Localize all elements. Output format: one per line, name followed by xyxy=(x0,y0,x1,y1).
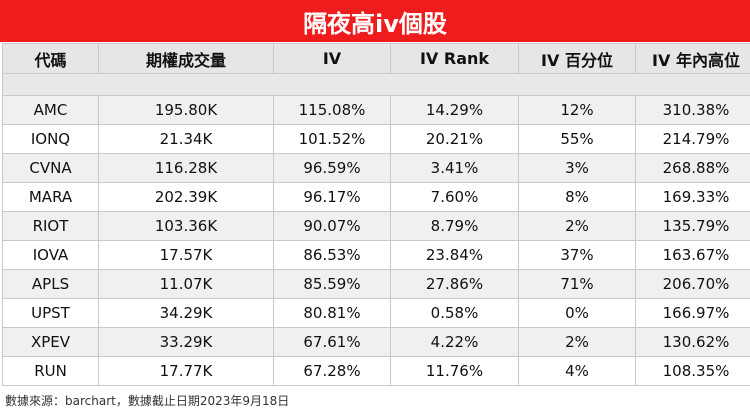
iv-year-high-cell: 268.88% xyxy=(635,153,750,183)
iv-percentile-cell: 2% xyxy=(518,327,636,357)
ticker-cell: AMC xyxy=(2,95,99,125)
option-volume-cell: 195.80K xyxy=(98,95,274,125)
column-header-option-volume: 期權成交量 xyxy=(98,43,274,74)
iv-percentile-cell: 8% xyxy=(518,182,636,212)
spacer-row xyxy=(2,73,750,96)
iv-rank-cell: 11.76% xyxy=(390,356,519,386)
ticker-cell: RIOT xyxy=(2,211,99,241)
iv-percentile-cell: 2% xyxy=(518,211,636,241)
iv-percentile-cell: 71% xyxy=(518,269,636,299)
iv-rank-cell: 4.22% xyxy=(390,327,519,357)
ticker-cell: IOVA xyxy=(2,240,99,270)
table-row: AMC 195.80K 115.08% 14.29% 12% 310.38% xyxy=(2,95,750,125)
column-header-iv-year-high: IV 年內高位 xyxy=(635,43,750,74)
ticker-cell: APLS xyxy=(2,269,99,299)
option-volume-cell: 103.36K xyxy=(98,211,274,241)
iv-cell: 96.59% xyxy=(273,153,391,183)
table-row: APLS 11.07K 85.59% 27.86% 71% 206.70% xyxy=(2,269,750,299)
table-row: RUN 17.77K 67.28% 11.76% 4% 108.35% xyxy=(2,356,750,386)
iv-cell: 96.17% xyxy=(273,182,391,212)
source-footnote: 數據來源：barchart，數據截止日期2023年9月18日 xyxy=(5,394,290,408)
iv-table: 代碼 期權成交量 IV IV Rank IV 百分位 IV 年內高位 AMC 19… xyxy=(2,43,750,386)
iv-rank-cell: 20.21% xyxy=(390,124,519,154)
ticker-cell: XPEV xyxy=(2,327,99,357)
iv-rank-cell: 23.84% xyxy=(390,240,519,270)
page-title: 隔夜高iv個股 xyxy=(0,0,750,42)
iv-percentile-cell: 37% xyxy=(518,240,636,270)
table-row: IOVA 17.57K 86.53% 23.84% 37% 163.67% xyxy=(2,240,750,270)
column-header-iv: IV xyxy=(273,43,391,74)
iv-year-high-cell: 130.62% xyxy=(635,327,750,357)
iv-cell: 67.28% xyxy=(273,356,391,386)
iv-cell: 90.07% xyxy=(273,211,391,241)
iv-year-high-cell: 135.79% xyxy=(635,211,750,241)
iv-cell: 101.52% xyxy=(273,124,391,154)
iv-year-high-cell: 214.79% xyxy=(635,124,750,154)
option-volume-cell: 17.57K xyxy=(98,240,274,270)
ticker-cell: MARA xyxy=(2,182,99,212)
iv-cell: 115.08% xyxy=(273,95,391,125)
iv-year-high-cell: 108.35% xyxy=(635,356,750,386)
spacer-cell xyxy=(2,73,750,96)
ticker-cell: IONQ xyxy=(2,124,99,154)
ticker-cell: UPST xyxy=(2,298,99,328)
table-row: XPEV 33.29K 67.61% 4.22% 2% 130.62% xyxy=(2,327,750,357)
table-row: CVNA 116.28K 96.59% 3.41% 3% 268.88% xyxy=(2,153,750,183)
iv-percentile-cell: 55% xyxy=(518,124,636,154)
table-header-row: 代碼 期權成交量 IV IV Rank IV 百分位 IV 年內高位 xyxy=(2,43,750,74)
iv-cell: 86.53% xyxy=(273,240,391,270)
ticker-cell: CVNA xyxy=(2,153,99,183)
iv-year-high-cell: 166.97% xyxy=(635,298,750,328)
iv-rank-cell: 7.60% xyxy=(390,182,519,212)
iv-rank-cell: 3.41% xyxy=(390,153,519,183)
column-header-iv-rank: IV Rank xyxy=(390,43,519,74)
option-volume-cell: 202.39K xyxy=(98,182,274,212)
iv-rank-cell: 0.58% xyxy=(390,298,519,328)
iv-cell: 80.81% xyxy=(273,298,391,328)
option-volume-cell: 33.29K xyxy=(98,327,274,357)
table-row: IONQ 21.34K 101.52% 20.21% 55% 214.79% xyxy=(2,124,750,154)
iv-year-high-cell: 169.33% xyxy=(635,182,750,212)
iv-rank-cell: 27.86% xyxy=(390,269,519,299)
table-row: RIOT 103.36K 90.07% 8.79% 2% 135.79% xyxy=(2,211,750,241)
iv-cell: 85.59% xyxy=(273,269,391,299)
iv-year-high-cell: 206.70% xyxy=(635,269,750,299)
iv-rank-cell: 14.29% xyxy=(390,95,519,125)
iv-percentile-cell: 12% xyxy=(518,95,636,125)
iv-year-high-cell: 163.67% xyxy=(635,240,750,270)
iv-percentile-cell: 0% xyxy=(518,298,636,328)
iv-cell: 67.61% xyxy=(273,327,391,357)
option-volume-cell: 17.77K xyxy=(98,356,274,386)
iv-rank-cell: 8.79% xyxy=(390,211,519,241)
table-row: UPST 34.29K 80.81% 0.58% 0% 166.97% xyxy=(2,298,750,328)
iv-percentile-cell: 4% xyxy=(518,356,636,386)
option-volume-cell: 21.34K xyxy=(98,124,274,154)
option-volume-cell: 116.28K xyxy=(98,153,274,183)
column-header-ticker: 代碼 xyxy=(2,43,99,74)
column-header-iv-percentile: IV 百分位 xyxy=(518,43,636,74)
iv-percentile-cell: 3% xyxy=(518,153,636,183)
option-volume-cell: 11.07K xyxy=(98,269,274,299)
table-row: MARA 202.39K 96.17% 7.60% 8% 169.33% xyxy=(2,182,750,212)
iv-year-high-cell: 310.38% xyxy=(635,95,750,125)
option-volume-cell: 34.29K xyxy=(98,298,274,328)
ticker-cell: RUN xyxy=(2,356,99,386)
